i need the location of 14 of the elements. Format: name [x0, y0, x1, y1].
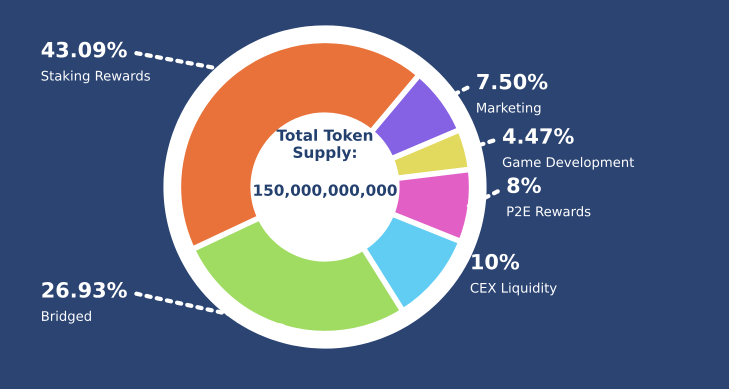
data-label: 8% [507, 177, 541, 194]
text: 150,000,000,000 [254, 184, 397, 198]
slice-label: Bridged [42, 310, 91, 324]
data-label: 43.09% [42, 42, 127, 58]
slice-label: Marketing [477, 102, 540, 116]
slice-label: Staking Rewards [42, 70, 150, 84]
text: Total Token Supply: [276, 129, 372, 162]
slice-label: CEX Liquidity [470, 282, 557, 296]
slice-label: Game Development [502, 156, 634, 170]
data-label: 7.50% [477, 74, 548, 90]
data-label: 10% [472, 254, 520, 270]
data-label: 4.47% [503, 128, 574, 144]
data-label: 26.93% [42, 282, 127, 298]
slice-label: P2E Rewards [507, 206, 590, 216]
